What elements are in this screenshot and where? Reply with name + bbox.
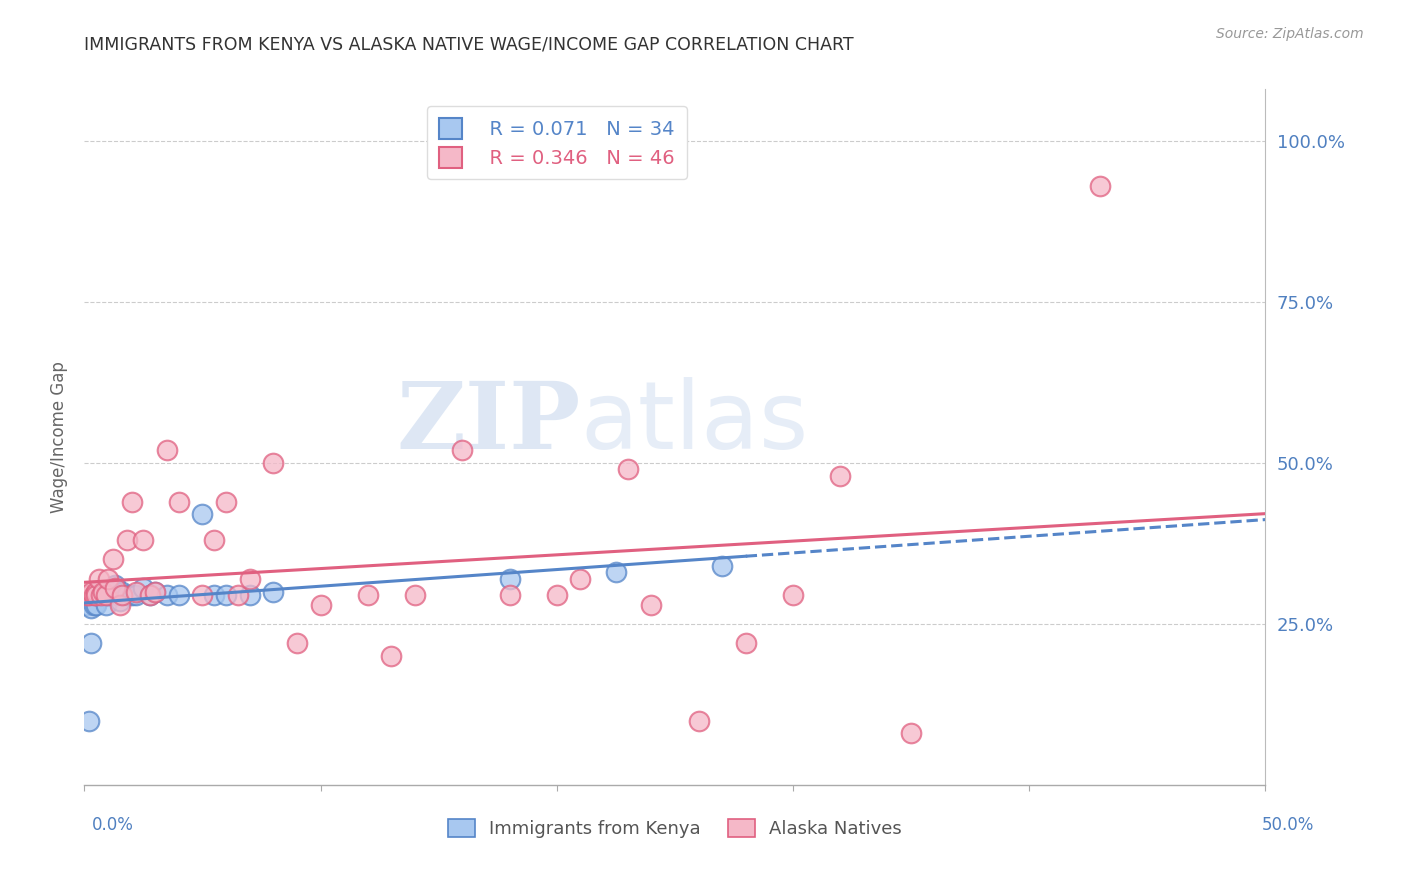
Point [125,584,148,599]
Point [76,598,98,612]
Text: 0.0%: 0.0% [91,816,134,834]
Point [121,494,143,508]
Point [156,588,179,602]
Point [80,600,103,615]
Point [90,584,112,599]
Point [104,582,127,596]
Point [111,584,134,599]
Point [782,588,804,602]
Point [125,588,148,602]
Point [94,588,117,602]
Point [239,572,262,586]
Point [111,588,134,602]
Point [569,572,592,586]
Point [498,588,520,602]
Point [546,588,568,602]
Point [98,584,121,599]
Point [77,714,100,728]
Point [80,584,103,599]
Point [156,442,179,457]
Point [498,572,520,586]
Point [239,588,262,602]
Point [830,468,852,483]
Point [711,558,734,573]
Point [108,594,131,608]
Point [309,598,332,612]
Point [83,598,105,612]
Point [139,588,162,602]
Point [76,588,98,602]
Point [132,533,155,548]
Point [451,442,474,457]
Point [167,588,190,602]
Point [91,584,114,599]
Point [285,636,308,650]
Point [357,588,380,602]
Point [108,598,131,612]
Point [143,584,166,599]
Point [90,588,112,602]
Point [202,533,225,548]
Point [167,494,190,508]
Point [91,588,114,602]
Text: 50.0%: 50.0% [1263,816,1315,834]
Point [191,588,214,602]
Point [143,584,166,599]
Point [84,598,107,612]
Point [262,584,284,599]
Point [226,588,249,602]
Point [97,588,120,602]
Point [215,588,238,602]
Point [80,636,103,650]
Point [1088,178,1111,193]
Point [191,508,214,522]
Point [84,588,107,602]
Point [115,588,138,602]
Point [87,572,110,586]
Point [139,588,162,602]
Point [83,588,105,602]
Point [605,566,627,580]
Point [900,726,922,740]
Point [202,588,225,602]
Point [121,588,143,602]
Point [84,584,107,599]
Point [87,588,110,602]
Point [132,582,155,596]
Legend: Immigrants from Kenya, Alaska Natives: Immigrants from Kenya, Alaska Natives [440,812,910,846]
Point [404,588,426,602]
Point [215,494,238,508]
Point [107,588,129,602]
Point [380,649,402,664]
Y-axis label: Wage/Income Gap: Wage/Income Gap [49,361,67,513]
Point [104,578,127,592]
Point [115,533,138,548]
Text: IMMIGRANTS FROM KENYA VS ALASKA NATIVE WAGE/INCOME GAP CORRELATION CHART: IMMIGRANTS FROM KENYA VS ALASKA NATIVE W… [84,36,853,54]
Text: atlas: atlas [581,377,808,469]
Text: Source: ZipAtlas.com: Source: ZipAtlas.com [1216,27,1364,41]
Point [77,588,100,602]
Point [640,598,662,612]
Point [101,582,124,596]
Text: ZIP: ZIP [396,378,581,468]
Point [688,714,710,728]
Point [94,598,117,612]
Point [97,572,120,586]
Point [616,462,638,476]
Point [262,456,284,470]
Point [84,588,107,602]
Point [734,636,756,650]
Point [101,552,124,566]
